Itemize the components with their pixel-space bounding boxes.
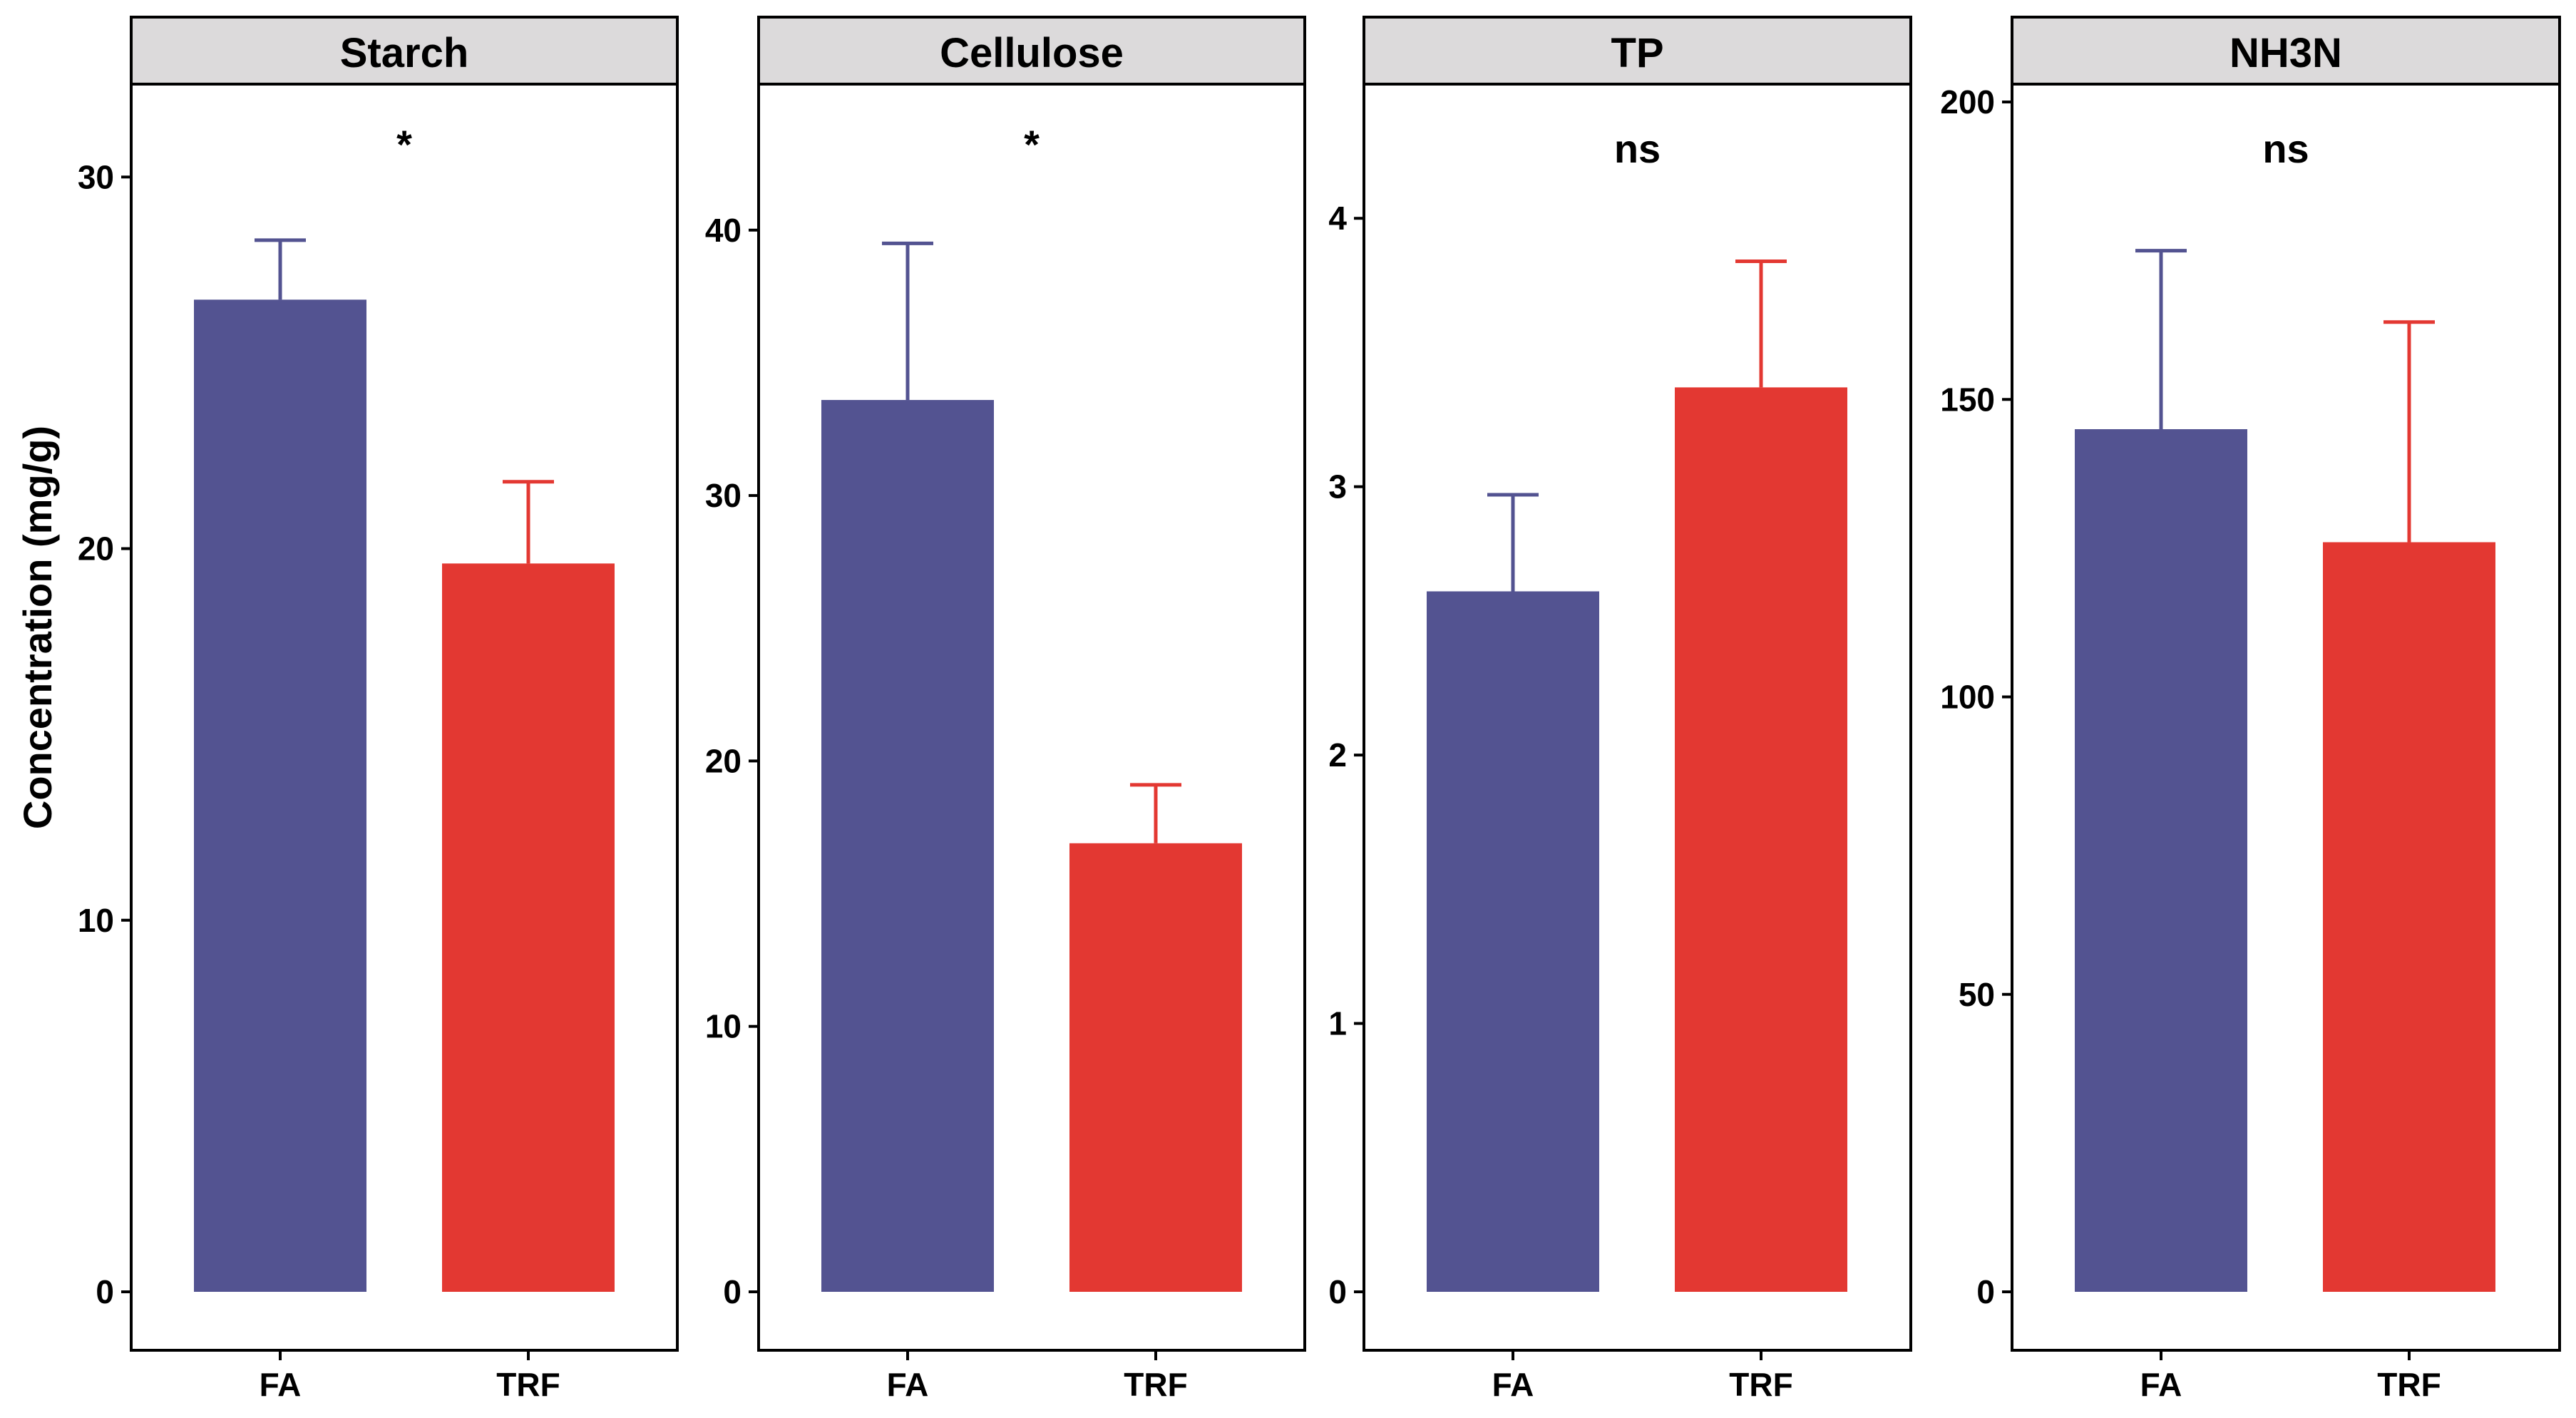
panel-starch: Starch 0 10 20 30 FA TRF * (78, 16, 679, 1403)
x-tick-label-tp-fa: FA (1492, 1366, 1534, 1403)
bar-starch-trf (442, 563, 615, 1292)
bar-tp-trf (1675, 387, 1847, 1292)
bar-starch-fa (194, 299, 366, 1292)
significance-label-nh3n: ns (2262, 126, 2309, 171)
y-tick-label-starch-0: 0 (96, 1273, 114, 1310)
bar-nh3n-trf (2323, 542, 2495, 1292)
panel-nh3n: NH3N 0 50 100 150 200 FA TRF ns (1940, 16, 2561, 1403)
bar-tp-fa (1427, 591, 1599, 1292)
x-tick-label-cellulose-fa: FA (887, 1366, 929, 1403)
y-tick-label-cellulose-0: 0 (723, 1273, 742, 1310)
bar-cellulose-fa (821, 400, 994, 1292)
y-axis-label: Concentration (mg/g) (15, 426, 60, 829)
panel-strip-starch (130, 16, 679, 86)
y-tick-label-tp-1: 1 (1328, 1005, 1347, 1042)
panel-strip-tp (1363, 16, 1912, 86)
panel-title-tp: TP (1611, 30, 1663, 76)
y-tick-label-cellulose-20: 20 (705, 742, 742, 779)
panel-tp: TP 0 1 2 3 4 FA TRF ns (1328, 16, 1912, 1403)
panel-cellulose: Cellulose 0 10 20 30 40 FA TRF * (705, 16, 1306, 1403)
y-tick-label-cellulose-10: 10 (705, 1008, 742, 1045)
y-tick-label-starch-30: 30 (78, 158, 114, 195)
y-tick-label-nh3n-0: 0 (1976, 1273, 1995, 1310)
significance-label-tp: ns (1614, 126, 1661, 171)
y-tick-label-tp-0: 0 (1328, 1273, 1347, 1310)
y-tick-label-starch-10: 10 (78, 902, 114, 939)
x-tick-label-cellulose-trf: TRF (1124, 1366, 1187, 1403)
x-tick-label-starch-fa: FA (260, 1366, 302, 1403)
bar-cellulose-trf (1069, 843, 1242, 1292)
significance-label-cellulose: * (1024, 122, 1040, 167)
panel-title-starch: Starch (340, 30, 469, 76)
x-tick-label-starch-trf: TRF (496, 1366, 560, 1403)
y-tick-label-nh3n-100: 100 (1940, 679, 1995, 716)
bar-nh3n-fa (2075, 429, 2247, 1292)
panel-title-nh3n: NH3N (2229, 30, 2342, 76)
significance-label-starch: * (396, 122, 412, 167)
y-tick-label-tp-4: 4 (1328, 200, 1347, 237)
x-tick-label-nh3n-fa: FA (2140, 1366, 2182, 1403)
y-tick-label-nh3n-50: 50 (1959, 976, 1995, 1013)
y-tick-label-cellulose-30: 30 (705, 477, 742, 514)
panel-title-cellulose: Cellulose (940, 30, 1124, 76)
y-tick-label-nh3n-150: 150 (1940, 381, 1995, 418)
panel-strip-nh3n (2011, 16, 2561, 86)
x-tick-label-tp-trf: TRF (1729, 1366, 1792, 1403)
x-tick-label-nh3n-trf: TRF (2377, 1366, 2441, 1403)
y-tick-label-tp-3: 3 (1328, 468, 1347, 505)
y-tick-label-nh3n-200: 200 (1940, 83, 1995, 120)
y-tick-label-cellulose-40: 40 (705, 212, 742, 249)
y-tick-label-tp-2: 2 (1328, 736, 1347, 774)
y-tick-label-starch-20: 20 (78, 530, 114, 567)
